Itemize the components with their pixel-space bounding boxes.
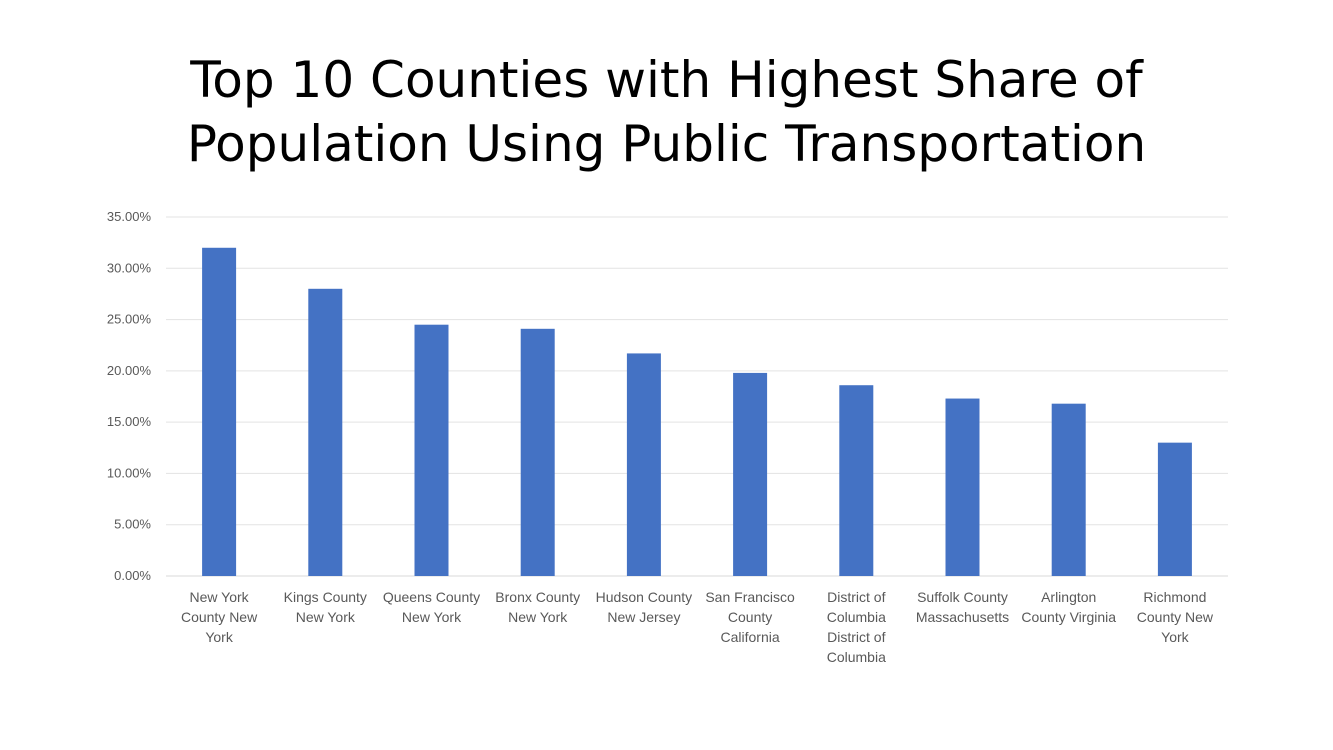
bar-5 [733,372,768,576]
x-category-label-2: Queens County New York [383,589,480,625]
bar-8 [1051,403,1086,576]
bars [202,247,1192,576]
y-tick-label-6: 30.00% [107,260,152,275]
bar-0 [202,247,237,576]
y-tick-label-3: 15.00% [107,414,152,429]
bar-7 [945,398,980,576]
bar-1 [308,288,343,576]
y-tick-label-4: 20.00% [107,363,152,378]
y-tick-label-1: 5.00% [114,517,151,532]
x-category-label-9: Richmond County New York [1137,589,1214,645]
y-tick-label-0: 0.00% [114,568,151,583]
x-axis-category-labels: New York County New York Kings County New Yo… [181,589,1214,665]
bar-4 [626,353,661,576]
y-tick-label-7: 35.00% [107,209,152,224]
x-category-label-0: New York County New York [181,589,258,645]
x-category-label-7: Suffolk County Massachusetts [916,589,1009,625]
bar-6 [839,385,874,576]
chart-title: Top 10 Counties with Highest Share of Po… [0,48,1333,176]
y-tick-label-5: 25.00% [107,312,152,327]
gridlines [166,216,1228,577]
x-category-label-5: San Francisco County California [705,589,795,645]
chart-title-line-2: Population Using Public Transportation [186,115,1147,173]
y-axis-tick-labels: 0.00% 5.00% 10.00% 15.00% 20.00% 25.00% 30.00%… [107,209,152,583]
x-category-label-8: Arlington County Virginia [1021,589,1116,625]
x-category-label-3: Bronx County New York [495,589,580,625]
x-category-label-6: District of Columbia District of Columbia [827,589,886,665]
chart-title-line-1: Top 10 Counties with Highest Share of [190,51,1143,109]
x-category-label-4: Hudson County New Jersey [596,589,693,625]
x-category-label-1: Kings County New York [284,589,367,625]
bar-9 [1157,442,1192,576]
y-tick-label-2: 10.00% [107,465,152,480]
bar-2 [414,324,449,576]
bar-3 [520,328,555,576]
